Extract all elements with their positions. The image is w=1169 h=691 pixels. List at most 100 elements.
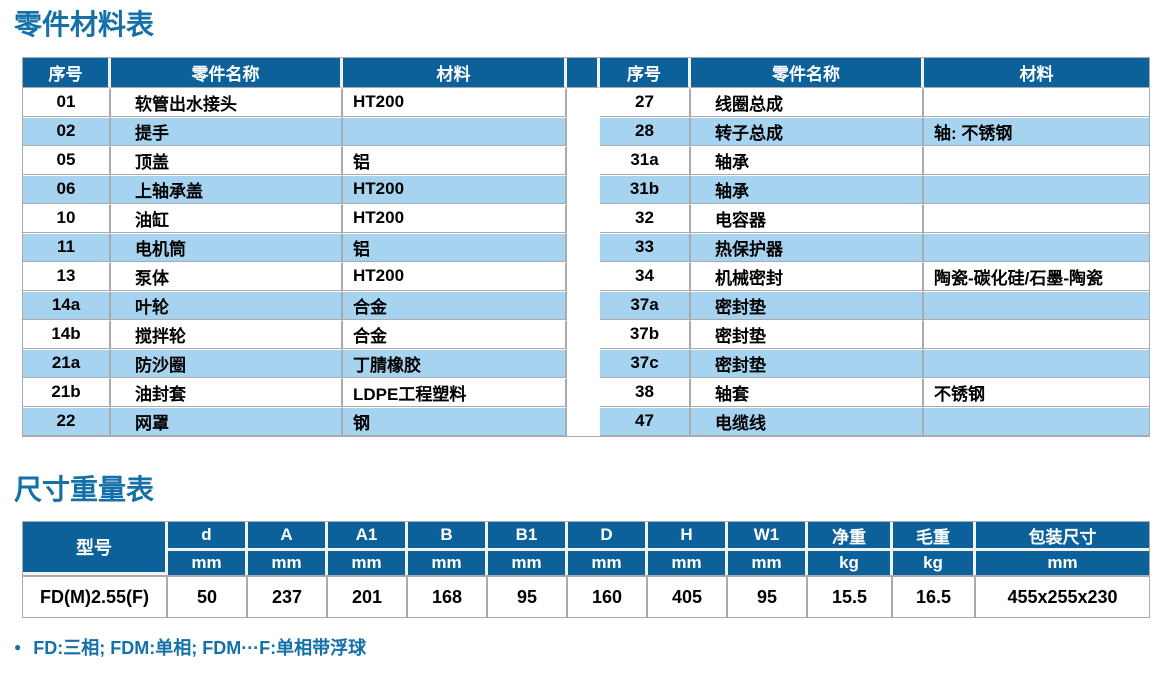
part-no: 05 <box>23 145 111 175</box>
part-name: 线圈总成 <box>691 87 924 117</box>
part-name: 提手 <box>111 116 343 146</box>
part-no: 32 <box>600 203 691 233</box>
part-name: 叶轮 <box>111 290 343 320</box>
part-name: 上轴承盖 <box>111 174 343 204</box>
unit-cell: mm <box>408 551 488 576</box>
header-gap-cell <box>567 57 600 88</box>
part-material: 铝 <box>343 232 567 262</box>
part-name: 电机筒 <box>111 232 343 262</box>
model-value: FD(M)2.55(F) <box>23 575 168 618</box>
unit-cell: mm <box>976 551 1149 576</box>
part-no: 34 <box>600 261 691 291</box>
part-name: 密封垫 <box>691 319 924 349</box>
size-data-row: FD(M)2.55(F) 50 237 201 168 95 160 405 9… <box>23 575 1149 618</box>
unit-cell: kg <box>893 551 976 576</box>
table-gap <box>567 261 600 291</box>
part-no: 47 <box>600 406 691 436</box>
col-header-h: H <box>648 522 728 552</box>
table-gap <box>567 319 600 349</box>
part-material: HT200 <box>343 261 567 291</box>
part-name: 轴套 <box>691 377 924 407</box>
table-gap <box>567 406 600 436</box>
parts-row: 05 顶盖 铝 31a 轴承 <box>23 145 1149 175</box>
unit-cell: mm <box>168 551 248 576</box>
part-name: 密封垫 <box>691 348 924 378</box>
unit-cell: kg <box>808 551 893 576</box>
value-h: 405 <box>648 575 728 618</box>
value-package-size: 455x255x230 <box>976 575 1149 618</box>
table-gap <box>567 87 600 117</box>
col-header-no: 序号 <box>600 57 691 88</box>
part-name: 泵体 <box>111 261 343 291</box>
table-gap <box>567 290 600 320</box>
parts-row: 14a 叶轮 合金 37a 密封垫 <box>23 290 1149 320</box>
part-name: 电缆线 <box>691 406 924 436</box>
part-no: 13 <box>23 261 111 291</box>
part-no: 38 <box>600 377 691 407</box>
part-material: HT200 <box>343 203 567 233</box>
part-no: 27 <box>600 87 691 117</box>
part-material: 陶瓷-碳化硅/石墨-陶瓷 <box>924 261 1149 291</box>
parts-row: 21a 防沙圈 丁腈橡胶 37c 密封垫 <box>23 348 1149 378</box>
value-b: 168 <box>408 575 488 618</box>
part-name: 热保护器 <box>691 232 924 262</box>
part-name: 防沙圈 <box>111 348 343 378</box>
part-material <box>924 406 1149 436</box>
part-name: 轴承 <box>691 145 924 175</box>
part-no: 11 <box>23 232 111 262</box>
part-name: 电容器 <box>691 203 924 233</box>
part-material: 不锈钢 <box>924 377 1149 407</box>
unit-cell: mm <box>328 551 408 576</box>
part-name: 顶盖 <box>111 145 343 175</box>
part-name: 油封套 <box>111 377 343 407</box>
part-no: 21a <box>23 348 111 378</box>
parts-row: 01 软管出水接头 HT200 27 线圈总成 <box>23 87 1149 117</box>
col-header-model: 型号 <box>23 522 168 576</box>
part-name: 转子总成 <box>691 116 924 146</box>
parts-row: 02 提手 28 转子总成 轴: 不锈钢 <box>23 116 1149 146</box>
part-no: 06 <box>23 174 111 204</box>
col-header-dd: D <box>568 522 648 552</box>
value-b1: 95 <box>488 575 568 618</box>
parts-row: 11 电机筒 铝 33 热保护器 <box>23 232 1149 262</box>
value-dd: 160 <box>568 575 648 618</box>
part-name: 软管出水接头 <box>111 87 343 117</box>
part-material: HT200 <box>343 174 567 204</box>
col-header-name: 零件名称 <box>111 57 343 88</box>
table-gap <box>567 145 600 175</box>
parts-row: 22 网罩 钢 47 电缆线 <box>23 406 1149 436</box>
parts-table-title: 零件材料表 <box>14 9 155 40</box>
col-header-name: 零件名称 <box>691 57 924 88</box>
value-gross-weight: 16.5 <box>893 575 976 618</box>
col-header-net-weight: 净重 <box>808 522 893 552</box>
table-gap <box>567 174 600 204</box>
parts-header-row: 序号 零件名称 材料 序号 零件名称 材料 <box>23 57 1149 88</box>
unit-cell: mm <box>488 551 568 576</box>
col-header-material: 材料 <box>924 57 1149 88</box>
part-material <box>924 319 1149 349</box>
part-material: HT200 <box>343 87 567 117</box>
part-name: 网罩 <box>111 406 343 436</box>
col-header-b: B <box>408 522 488 552</box>
size-weight-table: 型号 d A A1 B B1 D H W1 净重 毛重 包装尺寸 mm mm m… <box>22 521 1150 619</box>
part-no: 01 <box>23 87 111 117</box>
table-gap <box>567 232 600 262</box>
part-material: 铝 <box>343 145 567 175</box>
part-no: 37a <box>600 290 691 320</box>
value-w1: 95 <box>728 575 808 618</box>
parts-row: 13 泵体 HT200 34 机械密封 陶瓷-碳化硅/石墨-陶瓷 <box>23 261 1149 291</box>
col-header-a: A <box>248 522 328 552</box>
part-no: 31b <box>600 174 691 204</box>
parts-row: 10 油缸 HT200 32 电容器 <box>23 203 1149 233</box>
table-gap <box>567 116 600 146</box>
part-no: 21b <box>23 377 111 407</box>
table-gap <box>567 377 600 407</box>
part-no: 22 <box>23 406 111 436</box>
part-no: 14a <box>23 290 111 320</box>
col-header-b1: B1 <box>488 522 568 552</box>
part-material: 钢 <box>343 406 567 436</box>
col-header-no: 序号 <box>23 57 111 88</box>
parts-material-table: 序号 零件名称 材料 序号 零件名称 材料 01 软管出水接头 HT200 27… <box>22 56 1150 437</box>
value-a1: 201 <box>328 575 408 618</box>
parts-row: 14b 搅拌轮 合金 37b 密封垫 <box>23 319 1149 349</box>
